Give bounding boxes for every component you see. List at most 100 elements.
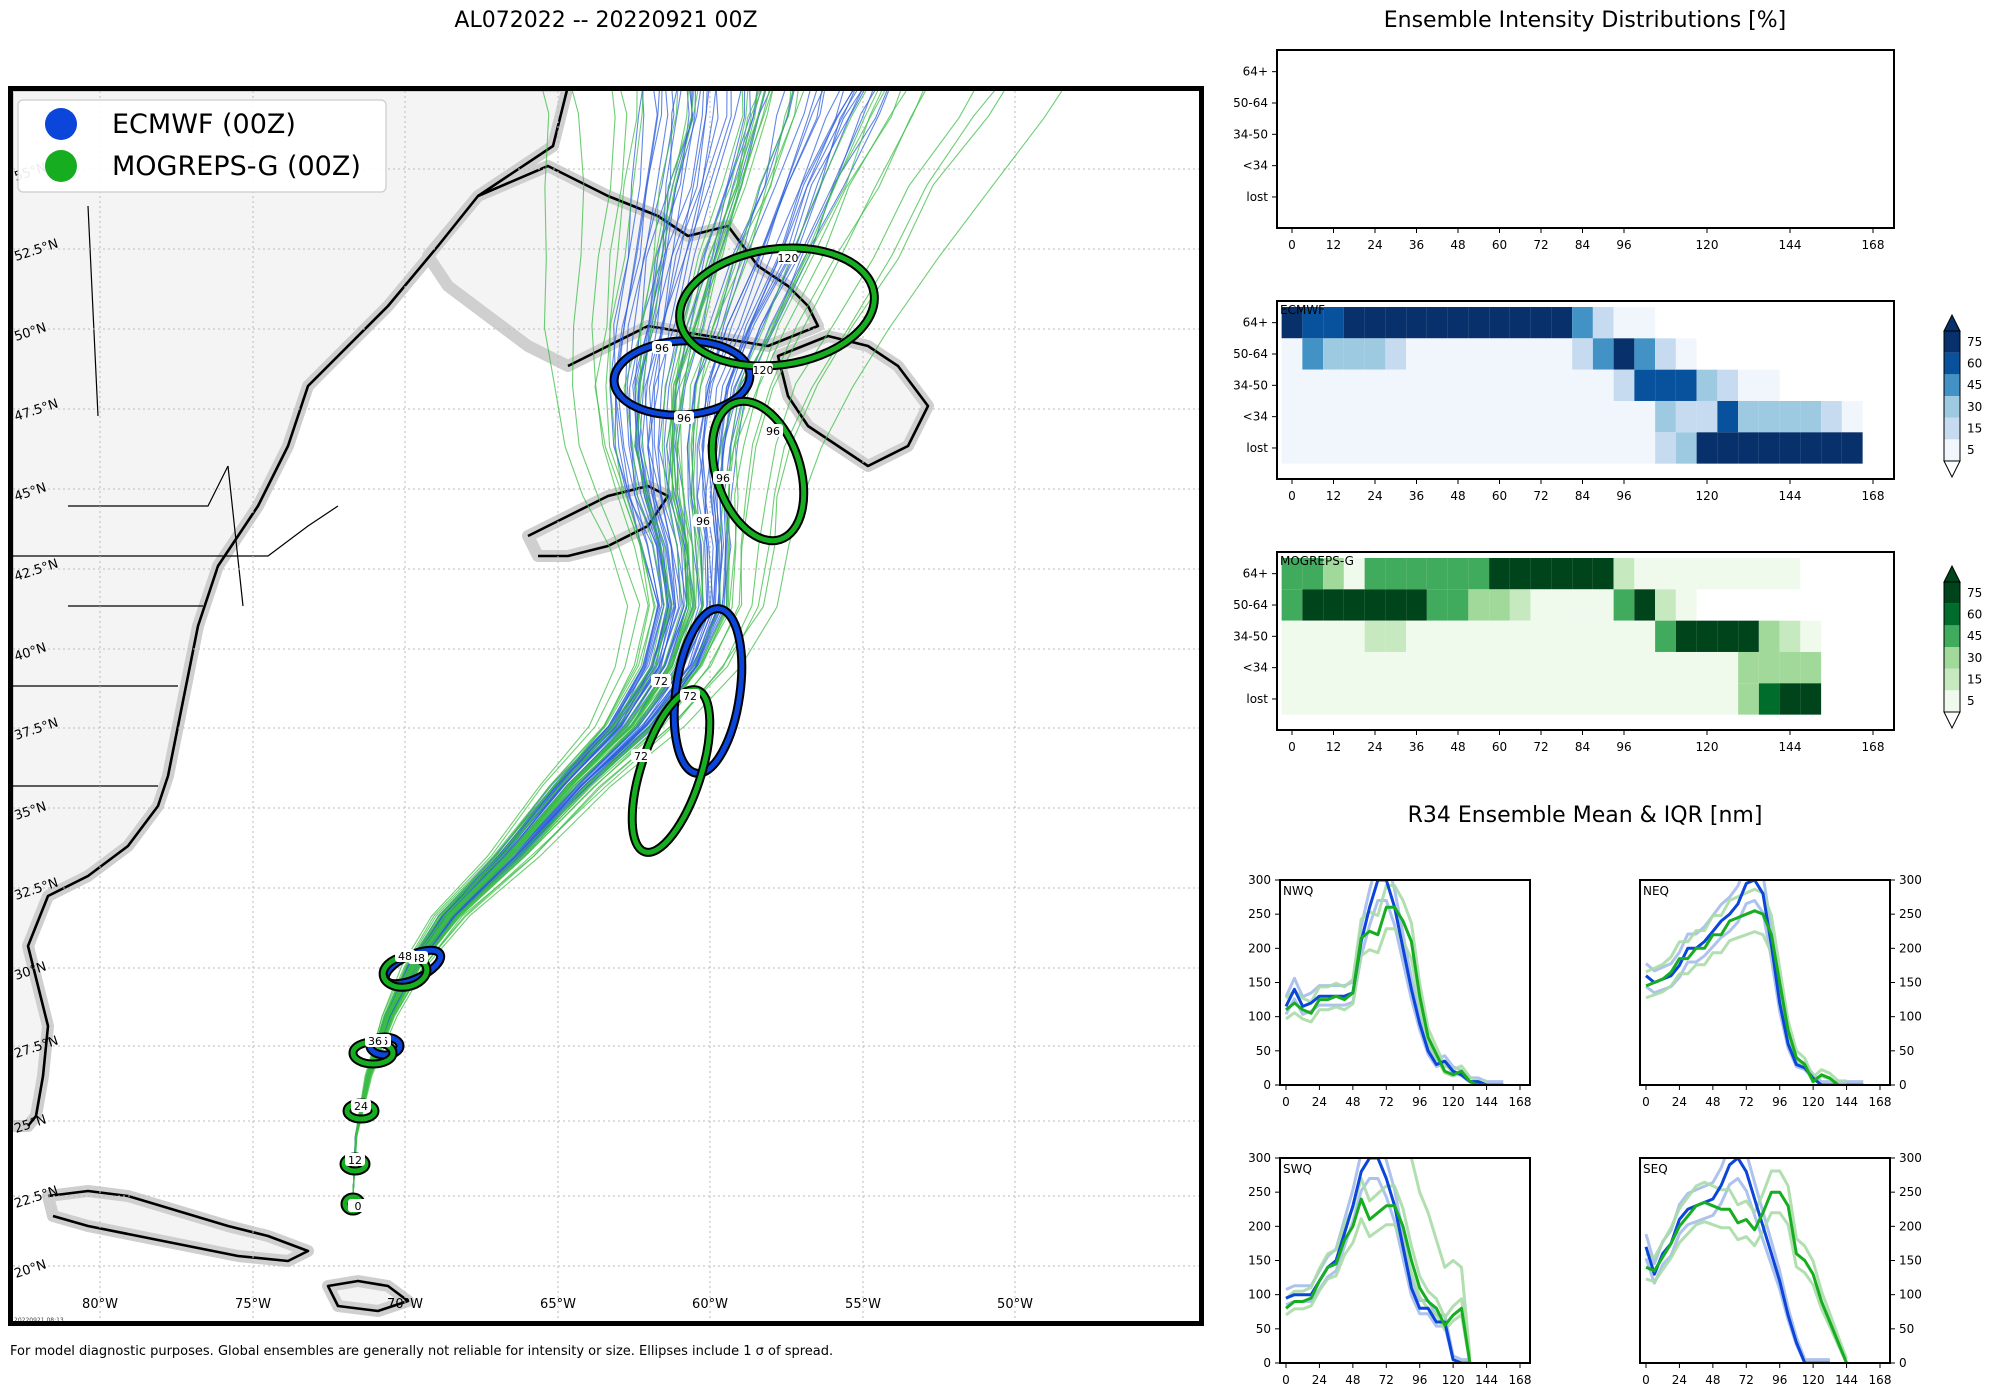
intensity-cell bbox=[1323, 400, 1344, 433]
row-label: 34-50 bbox=[1233, 127, 1268, 141]
colorbar-segment bbox=[1944, 331, 1960, 353]
y-tick-label: 250 bbox=[1899, 907, 1922, 921]
hour-tick-label: 84 bbox=[1575, 238, 1590, 252]
mogreps-track bbox=[352, 86, 650, 1197]
y-tick-label: 300 bbox=[1899, 1151, 1922, 1165]
intensity-cell bbox=[1634, 369, 1656, 401]
x-tick-label: 120 bbox=[1802, 1373, 1825, 1387]
x-tick-label: 72 bbox=[1739, 1373, 1754, 1387]
intensity-cell bbox=[1426, 651, 1448, 684]
ellipse-label-bg bbox=[345, 1153, 365, 1166]
intensity-cell bbox=[1323, 338, 1344, 370]
r34-panel: SEQ 0 50 100 150 200 250 300 0 24 48 72 96 120 144 168 bbox=[1639, 1151, 1922, 1387]
y-tick-label: 150 bbox=[1248, 1254, 1271, 1268]
intensity-cell bbox=[1634, 683, 1656, 715]
intensity-cell bbox=[1447, 432, 1469, 464]
x-tick-label: 72 bbox=[1739, 1095, 1754, 1109]
hour-tick-label: 24 bbox=[1367, 740, 1382, 754]
intensity-cell bbox=[1841, 400, 1863, 433]
intensity-cell bbox=[1323, 620, 1344, 652]
r34-panel: NEQ 0 50 100 150 200 250 300 0 24 48 72 96 120 144 168 bbox=[1639, 873, 1922, 1109]
intensity-cell bbox=[1655, 620, 1676, 652]
y-tick-label: 100 bbox=[1899, 1010, 1922, 1024]
intensity-cell bbox=[1406, 683, 1427, 715]
intensity-cell bbox=[1364, 369, 1386, 401]
y-tick-label: 0 bbox=[1263, 1356, 1271, 1370]
hour-tick-label: 60 bbox=[1492, 740, 1507, 754]
lon-label: 80°W bbox=[82, 1297, 118, 1312]
row-label: 64+ bbox=[1243, 316, 1268, 330]
intensity-cell bbox=[1572, 432, 1593, 464]
intensity-cell bbox=[1509, 558, 1531, 590]
intensity-cell bbox=[1841, 432, 1863, 464]
ellipse-hour-label: 120 bbox=[753, 364, 774, 377]
intensity-title: Ensemble Intensity Distributions [%] bbox=[1383, 8, 1787, 33]
ecmwf-track bbox=[352, 86, 843, 1197]
intensity-panel: MOGREPS-G 64+ 50-64 34-50 <34 lost 0 12 24 36 48 60… bbox=[1233, 551, 1982, 754]
intensity-cell bbox=[1364, 683, 1386, 715]
panel-frame bbox=[1276, 49, 1895, 229]
colorbar-min-arrow bbox=[1943, 711, 1961, 730]
intensity-cell bbox=[1551, 338, 1573, 370]
ellipse-label-bg bbox=[713, 471, 733, 484]
colorbar-segment bbox=[1944, 625, 1960, 647]
intensity-cell bbox=[1738, 683, 1759, 715]
r34-panel: SWQ 0 50 100 150 200 250 300 0 24 48 72 96 120 144 168 bbox=[1248, 1151, 1531, 1387]
intensity-cell bbox=[1696, 651, 1718, 684]
intensity-cell bbox=[1613, 589, 1635, 621]
colorbar-label: 5 bbox=[1967, 694, 1975, 708]
ecmwf-mean-line bbox=[1284, 880, 1504, 1085]
intensity-cell bbox=[1489, 338, 1510, 370]
row-label: lost bbox=[1246, 190, 1268, 204]
intensity-cell bbox=[1551, 307, 1573, 339]
ellipse-label-bg bbox=[395, 949, 415, 962]
intensity-cell bbox=[1655, 589, 1676, 621]
colorbar-segment bbox=[1944, 417, 1960, 440]
mogreps-track bbox=[352, 86, 911, 1197]
intensity-cell bbox=[1530, 369, 1552, 401]
intensity-cell bbox=[1717, 620, 1739, 652]
hour-tick-label: 48 bbox=[1450, 489, 1465, 503]
intensity-cell bbox=[1447, 620, 1469, 652]
ellipse-hour-label: 72 bbox=[634, 750, 648, 763]
y-tick-label: 100 bbox=[1248, 1288, 1271, 1302]
colorbar-segment bbox=[1944, 690, 1960, 712]
y-tick-label: 100 bbox=[1899, 1288, 1922, 1302]
intensity-cell bbox=[1821, 432, 1842, 464]
intensity-cell bbox=[1343, 651, 1365, 684]
intensity-cell bbox=[1406, 307, 1427, 339]
x-tick-label: 0 bbox=[1282, 1095, 1290, 1109]
intensity-cell bbox=[1323, 683, 1344, 715]
intensity-cell bbox=[1800, 651, 1822, 684]
intensity-cell bbox=[1572, 338, 1593, 370]
intensity-cell bbox=[1551, 651, 1573, 684]
intensity-cell bbox=[1323, 307, 1344, 339]
intensity-cell bbox=[1530, 338, 1552, 370]
legend-mogreps-marker bbox=[45, 150, 77, 182]
intensity-cell bbox=[1717, 558, 1739, 590]
x-tick-label: 0 bbox=[1642, 1373, 1650, 1387]
ellipse-hour-label: 72 bbox=[683, 690, 697, 703]
intensity-cell bbox=[1613, 683, 1635, 715]
y-tick-label: 250 bbox=[1248, 907, 1271, 921]
ellipse-hour-label: 12 bbox=[348, 1154, 362, 1167]
intensity-cell bbox=[1613, 558, 1635, 590]
legend-ecmwf-marker bbox=[45, 108, 77, 140]
ellipse-hour-label: 96 bbox=[677, 412, 691, 425]
intensity-cell bbox=[1406, 432, 1427, 464]
intensity-cell bbox=[1364, 432, 1386, 464]
hour-tick-label: 84 bbox=[1575, 489, 1590, 503]
intensity-cell bbox=[1696, 432, 1718, 464]
ellipse-hour-label: 0 bbox=[355, 1200, 362, 1213]
intensity-cell bbox=[1572, 400, 1593, 433]
hour-tick-label: 36 bbox=[1409, 740, 1424, 754]
footnote: For model diagnostic purposes. Global en… bbox=[10, 1344, 834, 1359]
intensity-cell bbox=[1343, 558, 1365, 590]
intensity-cell bbox=[1281, 589, 1303, 621]
hour-tick-label: 120 bbox=[1696, 740, 1719, 754]
intensity-cell bbox=[1675, 651, 1697, 684]
x-tick-label: 144 bbox=[1475, 1095, 1498, 1109]
colorbar-label: 75 bbox=[1967, 586, 1982, 600]
hour-tick-label: 12 bbox=[1326, 489, 1341, 503]
